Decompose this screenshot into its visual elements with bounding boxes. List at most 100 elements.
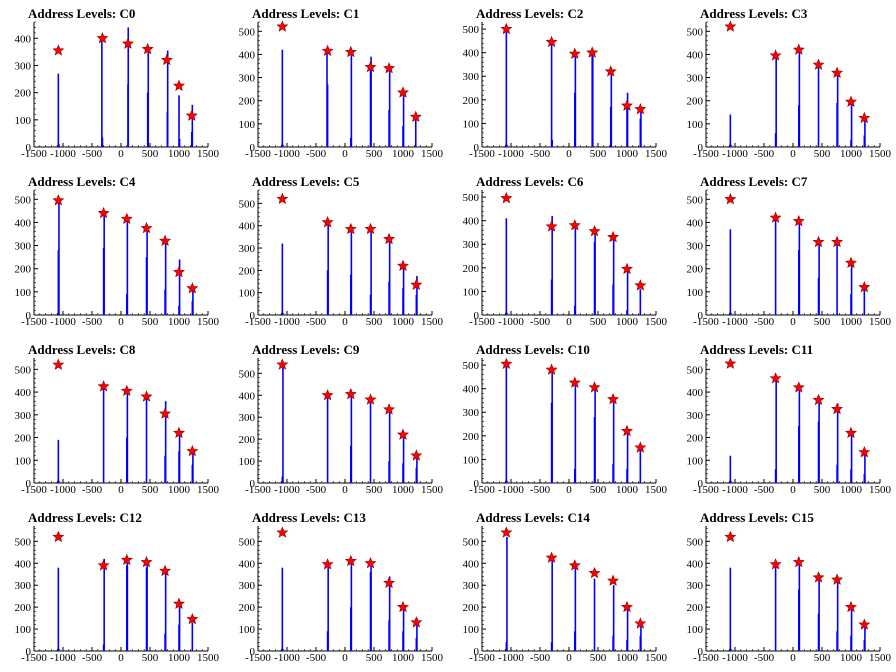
x-tick-label: 0 — [342, 316, 348, 328]
y-tick-label: 500 — [15, 536, 32, 548]
chart-svg: 0 100 200 300 400 500 -1500 -1000 -500 0 500 1000 15… — [687, 189, 892, 328]
x-tick-label: -500 — [754, 484, 775, 496]
histogram-bar — [192, 287, 194, 315]
y-tick-label: 200 — [239, 265, 256, 277]
x-tick-label: 1500 — [869, 652, 892, 664]
histogram-bar — [774, 565, 777, 651]
y-tick-label: 0 — [26, 646, 32, 658]
star-marker — [607, 392, 620, 405]
chart-svg: 0 100 200 300 400 500 -1500 -1000 -500 0 500 1000 15… — [687, 526, 892, 664]
star-marker — [321, 44, 334, 57]
histogram-bar — [798, 47, 801, 147]
x-tick-label: 0 — [790, 316, 796, 328]
x-tick-label: 500 — [366, 148, 383, 160]
x-tick-label: 1000 — [616, 148, 639, 160]
x-tick-label: -1500 — [245, 316, 271, 328]
x-tick-label: -500 — [82, 652, 103, 664]
chart-title: Address Levels: C4 — [28, 174, 136, 189]
histogram-bar — [146, 561, 148, 651]
histogram-bar — [178, 259, 181, 315]
star-marker — [724, 192, 737, 205]
star-marker — [120, 384, 133, 397]
x-tick-label: 0 — [342, 484, 348, 496]
star-marker — [844, 600, 858, 613]
histogram-bar — [369, 399, 372, 483]
x-tick-label: -1500 — [469, 484, 495, 496]
chart-title: Address Levels: C11 — [700, 342, 814, 357]
y-tick-label: 500 — [687, 26, 704, 38]
x-tick-label: -1500 — [21, 652, 47, 664]
histogram-bar — [730, 648, 732, 651]
star-marker — [321, 558, 334, 570]
x-tick-label: 1000 — [392, 148, 415, 160]
y-tick-label: 300 — [15, 410, 32, 422]
chart-title: Address Levels: C5 — [252, 174, 360, 189]
y-tick-label: 400 — [239, 49, 256, 61]
y-tick-label: 500 — [463, 24, 480, 36]
histogram-bar — [640, 109, 642, 147]
x-tick-label: 1000 — [168, 148, 191, 160]
x-tick-label: -1000 — [498, 316, 524, 328]
histogram-bar — [178, 435, 181, 483]
y-tick-label: 300 — [239, 73, 256, 85]
star-marker — [620, 424, 634, 437]
x-tick-label: -500 — [306, 652, 327, 664]
histogram-bar — [574, 55, 577, 147]
y-tick-label: 400 — [687, 558, 704, 570]
x-tick-label: -1500 — [469, 316, 495, 328]
y-tick-label: 400 — [463, 384, 480, 396]
histogram-bar — [729, 567, 732, 651]
star-marker — [545, 35, 558, 48]
y-tick-label: 0 — [250, 310, 256, 322]
histogram-bar — [350, 49, 353, 147]
y-tick-label: 500 — [463, 360, 480, 372]
x-tick-label: -1500 — [469, 148, 495, 160]
y-tick-label: 200 — [463, 431, 480, 443]
histogram-bar — [281, 243, 284, 315]
x-tick-label: 1000 — [616, 316, 639, 328]
y-tick-label: 100 — [463, 118, 480, 130]
histogram-bar — [551, 215, 553, 315]
y-tick-label: 100 — [15, 624, 32, 636]
star-marker — [172, 597, 186, 609]
star-marker — [634, 617, 647, 629]
star-marker — [858, 618, 871, 630]
histogram-bar — [282, 312, 284, 315]
y-tick-label: 500 — [463, 192, 480, 204]
y-tick-label: 100 — [463, 624, 480, 636]
x-tick-label: -1000 — [50, 148, 76, 160]
x-tick-label: 1000 — [840, 652, 863, 664]
x-tick-label: -1500 — [693, 316, 719, 328]
star-marker — [724, 20, 737, 32]
x-tick-label: -500 — [530, 316, 551, 328]
star-marker — [52, 358, 65, 370]
y-tick-label: 0 — [474, 310, 480, 322]
star-marker — [97, 380, 110, 392]
star-marker — [321, 216, 334, 228]
panel-c8: 0 100 200 300 400 500 -1500 -1000 -500 0 500 1000 15… — [0, 336, 224, 504]
x-tick-label: -1500 — [21, 316, 47, 328]
star-marker — [831, 66, 844, 79]
histogram-bar — [551, 139, 553, 147]
histogram-bar — [102, 387, 105, 483]
histogram-bar — [798, 220, 801, 315]
y-tick-label: 300 — [687, 241, 704, 253]
histogram-bar — [416, 454, 418, 483]
histogram-bar — [850, 430, 853, 483]
y-tick-label: 0 — [26, 310, 32, 322]
star-marker — [620, 99, 634, 111]
histogram-bar — [281, 49, 284, 147]
histogram-bar — [416, 275, 418, 315]
chart-title: Address Levels: C2 — [476, 6, 584, 21]
star-marker — [364, 556, 377, 569]
x-tick-label: 0 — [342, 652, 348, 664]
histogram-bar — [730, 480, 732, 483]
y-tick-label: 300 — [239, 243, 256, 255]
star-marker — [568, 559, 581, 571]
star-marker — [172, 426, 186, 439]
histogram-bar — [282, 648, 284, 651]
chart-svg: 0 100 200 300 400 500 -1500 -1000 -500 0 500 1000 15… — [15, 358, 220, 496]
star-marker — [812, 235, 825, 248]
y-tick-label: 400 — [15, 33, 32, 45]
x-tick-label: -500 — [306, 316, 327, 328]
